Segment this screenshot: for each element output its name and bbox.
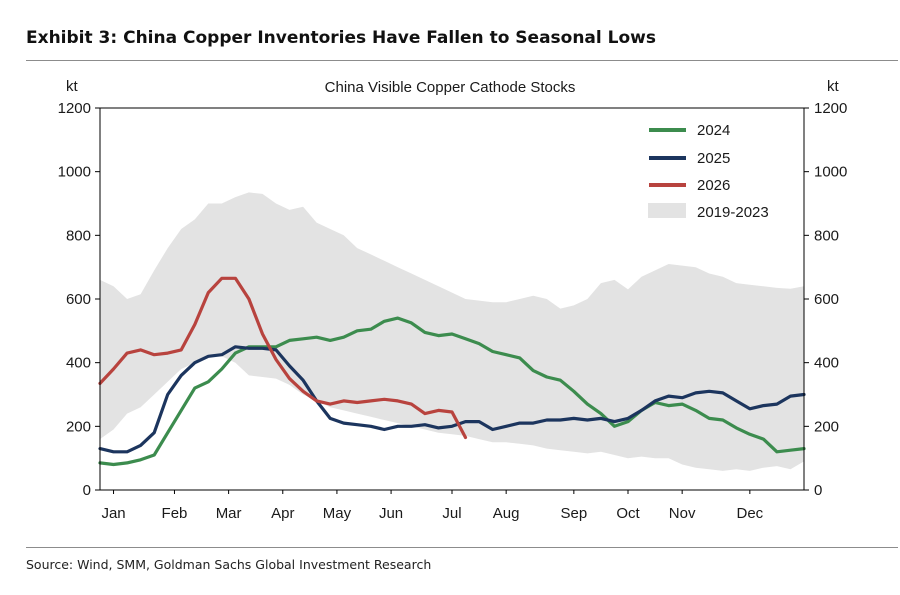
- series-layer: [98, 276, 806, 467]
- bottom-rule: [26, 547, 898, 548]
- legend: 2024 2025 2026 2019-2023: [648, 122, 769, 221]
- chart-title: China Visible Copper Cathode Stocks: [325, 79, 576, 96]
- x-tick-label: Oct: [616, 505, 640, 522]
- exhibit-title: Exhibit 3: China Copper Inventories Have…: [26, 28, 656, 48]
- y-tick-label-right: 1200: [814, 100, 847, 117]
- y-tick-label-right: 0: [814, 482, 822, 499]
- y-tick-label-left: 1200: [58, 100, 91, 117]
- x-tick-label: Apr: [271, 505, 294, 522]
- y-tick-label-right: 1000: [814, 164, 847, 181]
- y-axis-right-unit: kt: [827, 78, 840, 95]
- x-axis: Jan Feb Mar Apr May Jun Jul Aug Sep Oct Nov Dec: [101, 490, 764, 522]
- series-line-2024: [98, 316, 806, 467]
- x-tick-label: Jun: [379, 505, 403, 522]
- y-tick-label-right: 200: [814, 418, 839, 435]
- y-axis-left-unit: kt: [66, 78, 79, 95]
- x-tick-label: Sep: [560, 505, 587, 522]
- legend-label-2019-2023: 2019-2023: [697, 204, 769, 221]
- legend-label-2025: 2025: [697, 150, 730, 167]
- y-axis-left: 0 200 400 600 800 1000 1200: [58, 100, 100, 499]
- y-tick-label-left: 800: [66, 227, 91, 244]
- x-tick-label: Nov: [669, 505, 696, 522]
- range-band-layer: [100, 192, 804, 471]
- legend-swatch-2019-2023: [648, 203, 686, 218]
- y-axis-right: 0 200 400 600 800 1000 1200: [804, 100, 847, 499]
- y-tick-label-right: 800: [814, 227, 839, 244]
- x-tick-label: Aug: [493, 505, 520, 522]
- y-tick-label-left: 1000: [58, 164, 91, 181]
- y-tick-label-right: 400: [814, 355, 839, 372]
- legend-label-2026: 2026: [697, 177, 730, 194]
- x-tick-label: Jan: [101, 505, 125, 522]
- y-tick-label-right: 600: [814, 291, 839, 308]
- top-rule: [26, 60, 898, 61]
- series-line-2026: [98, 276, 468, 440]
- y-tick-label-left: 600: [66, 291, 91, 308]
- y-tick-label-left: 0: [83, 482, 91, 499]
- x-tick-label: May: [323, 505, 352, 522]
- y-tick-label-left: 200: [66, 418, 91, 435]
- x-tick-label: Feb: [162, 505, 188, 522]
- x-tick-label: Mar: [216, 505, 242, 522]
- legend-label-2024: 2024: [697, 122, 730, 139]
- source-note: Source: Wind, SMM, Goldman Sachs Global …: [26, 557, 432, 572]
- y-tick-label-left: 400: [66, 355, 91, 372]
- series-line-2025: [98, 345, 806, 454]
- x-tick-label: Dec: [737, 505, 764, 522]
- x-tick-label: Jul: [442, 505, 461, 522]
- chart-area: 0 200 400 600 800 1000 1200 0 200 400 600 800 1000 1…: [58, 78, 848, 522]
- range-band-2019-2023: [100, 192, 804, 471]
